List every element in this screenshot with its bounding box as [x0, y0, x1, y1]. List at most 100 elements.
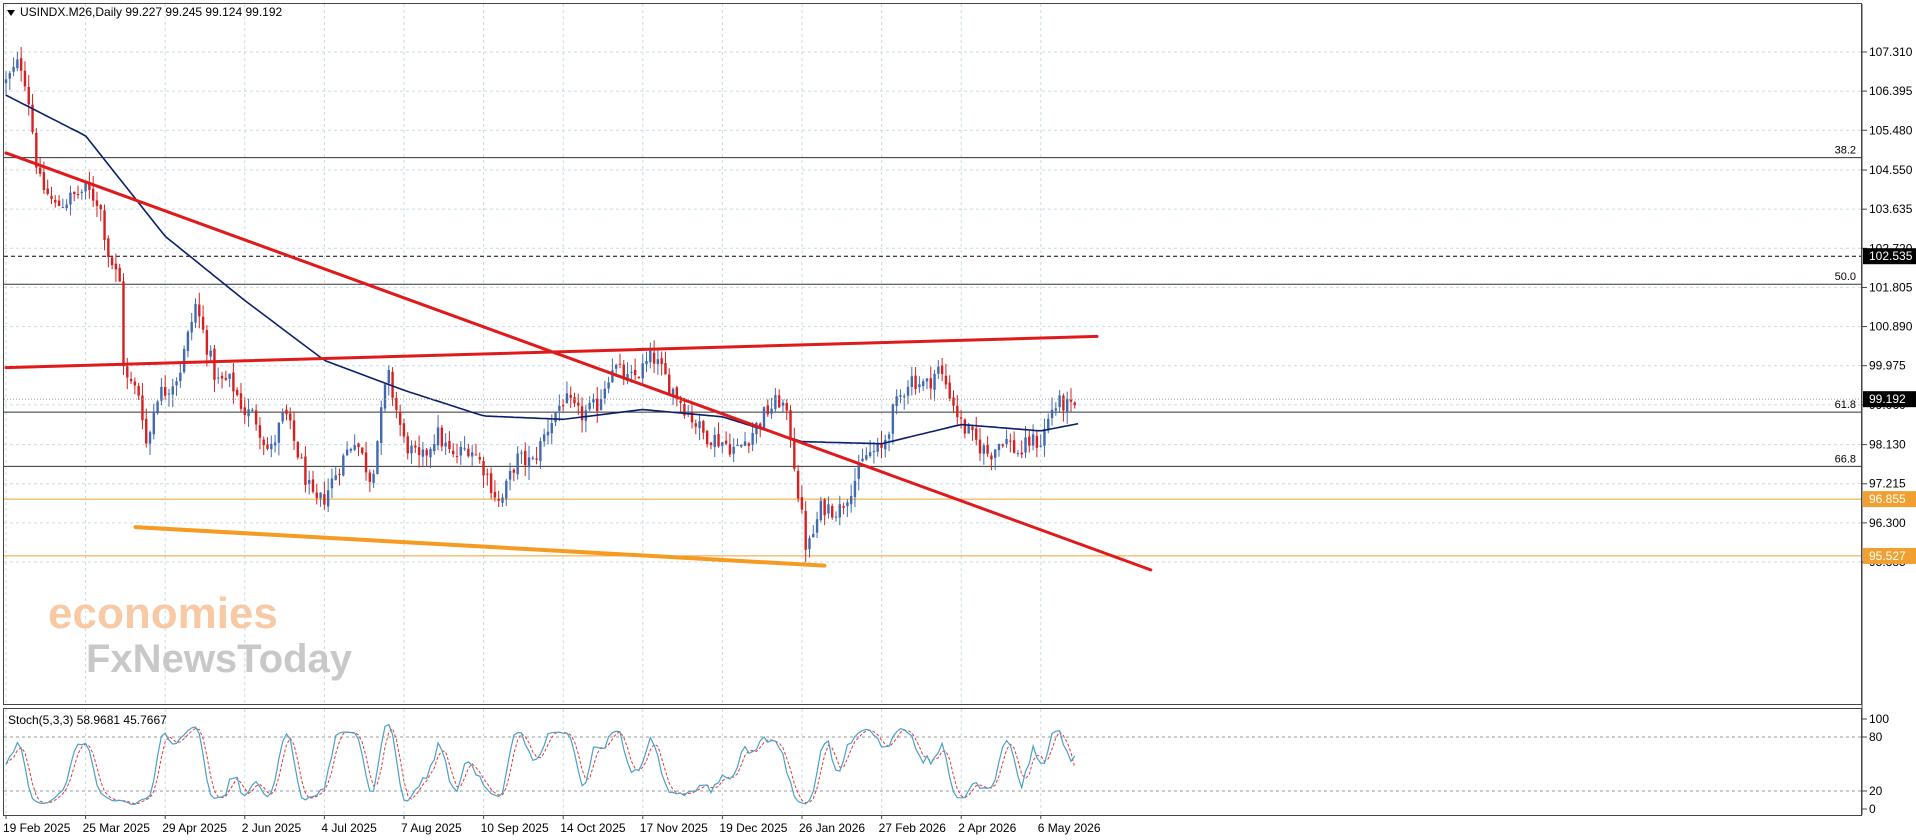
candle-body	[270, 443, 273, 450]
candle-body	[671, 388, 675, 395]
moving-average	[5, 94, 1079, 445]
candle-body	[766, 405, 769, 415]
candle-body	[668, 374, 671, 394]
candle-body	[73, 191, 76, 195]
candle-body	[258, 425, 262, 438]
fib-level-label: 38.2	[1835, 145, 1856, 157]
candle-body	[834, 516, 838, 518]
candle-body	[1066, 398, 1069, 413]
descending-resistance	[4, 151, 1153, 572]
candle-body	[315, 492, 318, 499]
candle-body	[1024, 437, 1027, 453]
candle-body	[35, 132, 38, 168]
price-tick-label: 103.635	[1869, 202, 1913, 216]
candle-body	[114, 263, 118, 270]
candle-body	[846, 502, 849, 507]
triangle-down-icon[interactable]	[7, 10, 15, 16]
candle-body	[520, 452, 523, 454]
candle-body	[27, 86, 30, 105]
candle-body	[755, 422, 758, 435]
candle-body	[823, 499, 826, 516]
candle-body	[232, 372, 235, 392]
candle-body	[349, 448, 353, 451]
candle-body	[338, 473, 341, 475]
candle-body	[1012, 440, 1016, 453]
candle-body	[1039, 445, 1042, 447]
candle-body	[247, 409, 250, 417]
candle-body	[285, 409, 288, 415]
time-tick-label: 14 Oct 2025	[560, 821, 626, 835]
candle-body	[440, 427, 444, 447]
candle-body	[762, 407, 766, 428]
candle-body	[455, 456, 459, 458]
candle-body	[940, 365, 944, 375]
candle-body	[967, 425, 970, 434]
time-tick-label: 27 Feb 2026	[879, 821, 947, 835]
price-tick-label: 99.975	[1869, 359, 1906, 373]
candle-body	[607, 382, 610, 389]
candle-body	[273, 442, 277, 446]
candle-body	[679, 400, 682, 403]
candle-body	[296, 441, 300, 458]
candle-body	[368, 472, 372, 482]
candle-body	[751, 433, 754, 445]
stoch-tick-label: 80	[1869, 730, 1883, 744]
candle-body	[444, 442, 447, 447]
horizontal-levels: 38.2 50.0 61.8 66.8	[4, 145, 1861, 557]
candle-body	[417, 447, 421, 456]
candle-body	[141, 395, 144, 421]
candle-body	[944, 375, 948, 385]
price-tick-label: 104.550	[1869, 163, 1913, 177]
candle-body	[23, 70, 27, 87]
candle-body	[1005, 438, 1008, 445]
candle-body	[546, 431, 550, 436]
candle-body	[550, 423, 553, 434]
candle-body	[239, 393, 243, 409]
candle-body	[61, 207, 65, 209]
candle-body	[334, 475, 337, 480]
candle-body	[641, 363, 644, 379]
candle-body	[326, 490, 330, 507]
candle-body	[1035, 435, 1039, 448]
candle-body	[345, 449, 349, 456]
candle-body	[474, 454, 478, 456]
candle-body	[330, 478, 334, 489]
candle-body	[656, 359, 660, 365]
candle-body	[266, 444, 269, 449]
candle-body	[467, 448, 470, 457]
candle-body	[209, 350, 212, 357]
candle-body	[728, 444, 732, 455]
candle-body	[614, 364, 618, 369]
candle-body	[903, 396, 906, 398]
time-axis: 19 Feb 2025 25 Mar 2025 29 Apr 2025 2 Jun 2…	[3, 815, 1101, 835]
symbol-info: USINDX.M26,Daily 99.227 99.245 99.124 99…	[20, 5, 282, 19]
candle-body	[978, 439, 982, 454]
candle-body	[425, 449, 428, 456]
candle-body	[357, 443, 360, 448]
candle-body	[190, 321, 193, 333]
candle-body	[694, 423, 697, 427]
candle-body	[831, 505, 834, 518]
candle-body	[429, 448, 432, 458]
candle-body	[872, 451, 876, 453]
candle-body	[12, 66, 15, 72]
candle-body	[569, 394, 572, 398]
candle-body	[129, 378, 133, 382]
candle-body	[963, 419, 967, 434]
watermark-line1: economies	[48, 589, 278, 638]
candle-body	[971, 426, 974, 430]
time-tick-label: 17 Nov 2025	[640, 821, 708, 835]
candle-body	[770, 408, 773, 414]
stoch-label: Stoch(5,3,3) 58.9681 45.7667	[8, 713, 167, 727]
candle-body	[1062, 395, 1065, 411]
candle-body	[1001, 444, 1004, 447]
candle-body	[220, 375, 224, 379]
candle-body	[887, 434, 891, 439]
candle-body	[842, 506, 845, 508]
candle-body	[573, 397, 576, 404]
time-tick-label: 10 Sep 2025	[481, 821, 549, 835]
candle-body	[361, 447, 364, 454]
watermark: economies FxNewsToday	[48, 589, 353, 681]
time-tick-label: 26 Jan 2026	[799, 821, 865, 835]
